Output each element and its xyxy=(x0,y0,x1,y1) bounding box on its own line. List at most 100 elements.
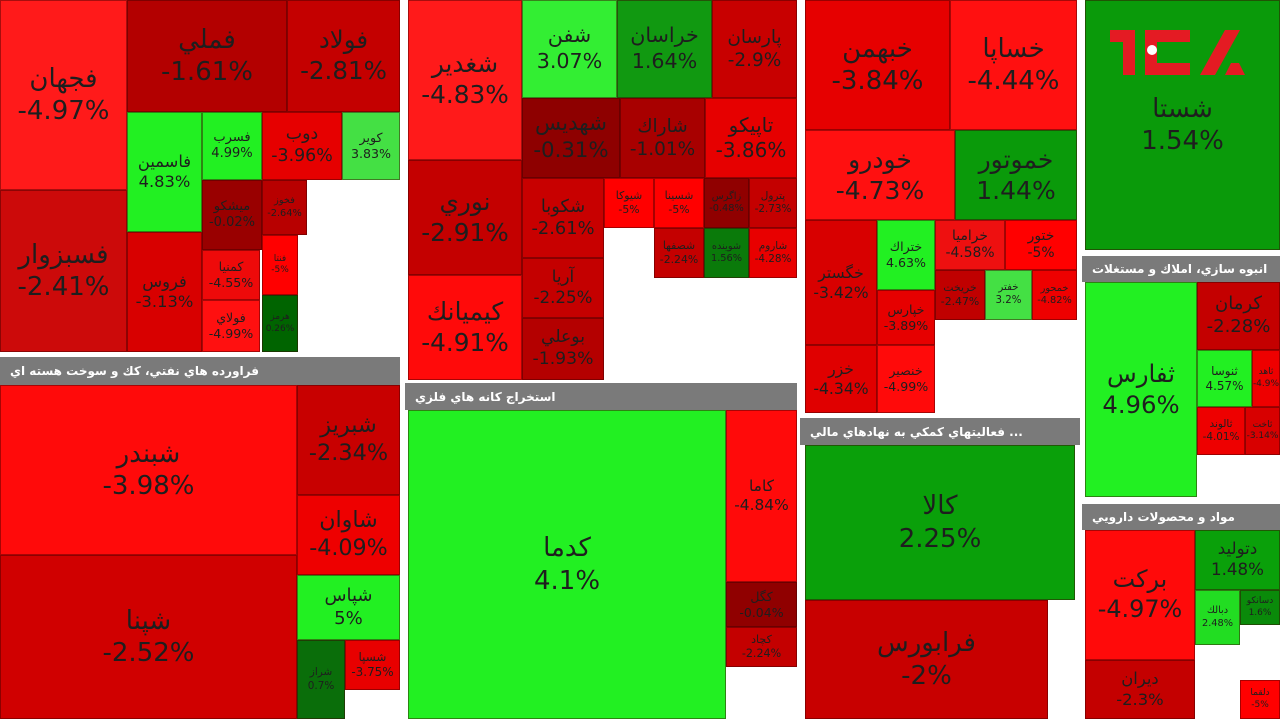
tile: فولاي -4.99% xyxy=(202,300,260,352)
tile: شاروم -4.28% xyxy=(749,228,797,278)
tile: شراز 0.7% xyxy=(297,640,345,719)
tile-change: -4.97% xyxy=(1097,595,1183,623)
tile-name: شبندر xyxy=(116,438,181,469)
tile-change: 1.54% xyxy=(1141,126,1224,156)
tile: كاما -4.84% xyxy=(726,410,797,582)
tile: خساپا -4.44% xyxy=(950,0,1077,130)
tile-change: -4.01% xyxy=(1202,431,1240,443)
tile: شبريز -2.34% xyxy=(297,385,400,495)
tile-name: فروس xyxy=(142,271,187,291)
tile-name: ختراك xyxy=(889,239,923,255)
tile-name: فخوز xyxy=(274,195,295,207)
tile-name: خفتر xyxy=(998,282,1019,294)
tile-change: -2.47% xyxy=(940,295,980,308)
tile-name: شاراك xyxy=(637,115,688,137)
tile-change: 1.6% xyxy=(1248,607,1272,618)
tile-name: دلقما xyxy=(1250,688,1270,699)
tile: خريخت -2.47% xyxy=(935,270,985,320)
tile-change: -4.99% xyxy=(883,379,929,394)
tile: دلقما -5% xyxy=(1240,680,1280,719)
tile: خگستر -3.42% xyxy=(805,220,877,345)
tile-name: شپاس xyxy=(324,584,373,606)
tile-change: -2.34% xyxy=(308,440,389,466)
tile-name: خساپا xyxy=(982,33,1045,64)
tile-name: شيوكا xyxy=(615,189,643,203)
tile: شسپا -3.75% xyxy=(345,640,400,690)
tile-change: -2.24% xyxy=(741,647,782,660)
tile-name: دتوليد xyxy=(1217,539,1258,559)
tile-change: -4.34% xyxy=(813,379,869,398)
tile-name: هرمز xyxy=(270,312,290,323)
tile-change: -0.02% xyxy=(208,215,256,230)
tile: خبهمن -3.84% xyxy=(805,0,950,130)
tile-name: فولاد xyxy=(318,25,369,55)
tile-change: -0.31% xyxy=(533,138,609,163)
section-header: انبوه سازي، املاك و مستغلات xyxy=(1082,256,1280,282)
tile-change: 5% xyxy=(334,607,363,629)
tile-name: پارسان xyxy=(727,26,782,48)
tile-change: -2.73% xyxy=(754,203,792,215)
tile-change: 4.83% xyxy=(138,172,191,191)
tile-name: كمنيا xyxy=(218,259,244,275)
tile: بركت -4.97% xyxy=(1085,530,1195,660)
tile-name: خنصير xyxy=(889,363,923,379)
tile-change: -4.83% xyxy=(421,80,509,109)
tile-change: 3.83% xyxy=(350,146,391,161)
tile-name: خريخت xyxy=(943,281,977,295)
tile-change: -3.84% xyxy=(831,66,924,96)
tile-name: فجهان xyxy=(29,63,98,94)
tile-name: ثنوسا xyxy=(1211,363,1238,378)
tile: كمنيا -4.55% xyxy=(202,250,260,300)
tile-name: تاپيكو xyxy=(728,113,774,137)
tile-name: كچاد xyxy=(751,633,772,647)
tile: پترول -2.73% xyxy=(749,178,797,228)
tile-change: 2.25% xyxy=(898,523,982,554)
tile: آريا -2.25% xyxy=(522,258,604,318)
tile-change: 1.44% xyxy=(976,176,1056,205)
tile-change: -3.98% xyxy=(102,471,195,501)
tile-change: -4.82% xyxy=(1037,295,1072,306)
tile: شبندر -3.98% xyxy=(0,385,297,555)
tile-name: خبهمن xyxy=(842,33,913,64)
tile: نوري -2.91% xyxy=(408,160,522,275)
tile-change: -4.28% xyxy=(754,253,792,265)
tile: شوينده 1.56% xyxy=(704,228,749,278)
tile-name: خگستر xyxy=(818,262,864,282)
tile: شفن 3.07% xyxy=(522,0,617,98)
tile: ثاهد -4.9% xyxy=(1252,350,1280,407)
tile: فاسمين 4.83% xyxy=(127,112,202,232)
tile-change: 1.56% xyxy=(710,253,743,264)
tile-name: ثفارس xyxy=(1107,359,1175,389)
tile-change: -4.91% xyxy=(421,327,509,357)
tile-change: -2.9% xyxy=(727,50,782,71)
tile-name: كرمان xyxy=(1215,293,1262,315)
tile: فملي -1.61% xyxy=(127,0,287,112)
tile-name: خراسان xyxy=(630,23,699,48)
tile-name: شپنا xyxy=(125,605,172,636)
tile: كرمان -2.28% xyxy=(1197,282,1280,350)
tile: فنتا -5% xyxy=(262,235,298,295)
tile-change: -3.75% xyxy=(351,665,394,679)
tile-name: شغدير xyxy=(431,49,499,79)
tile: هرمز 0.26% xyxy=(262,295,298,352)
tile-name: شهديس xyxy=(535,111,607,137)
tile: ديران -2.3% xyxy=(1085,660,1195,719)
tile-name: خودرو xyxy=(848,144,912,174)
tile-change: -3.96% xyxy=(271,146,333,166)
tile-change: -4.97% xyxy=(17,96,110,126)
tile: كچاد -2.24% xyxy=(726,627,797,667)
tile-change: -4.58% xyxy=(945,245,995,261)
tile-change: -5% xyxy=(1027,245,1055,261)
tile-name: ختور xyxy=(1027,227,1055,244)
section-header: استخراج كانه هاي فلزي xyxy=(405,383,797,410)
tile-change: -1.01% xyxy=(629,139,696,160)
tile-name: فرابورس xyxy=(877,628,976,658)
tile: خپارس -3.89% xyxy=(877,290,935,345)
tile-change: -2.28% xyxy=(1206,316,1271,337)
tile: شپاس 5% xyxy=(297,575,400,640)
tile-change: -0.04% xyxy=(739,604,784,620)
tile-change: 4.1% xyxy=(533,565,601,596)
tile-name: زاگرس xyxy=(711,190,742,202)
tile-change: 2.48% xyxy=(1201,617,1234,629)
